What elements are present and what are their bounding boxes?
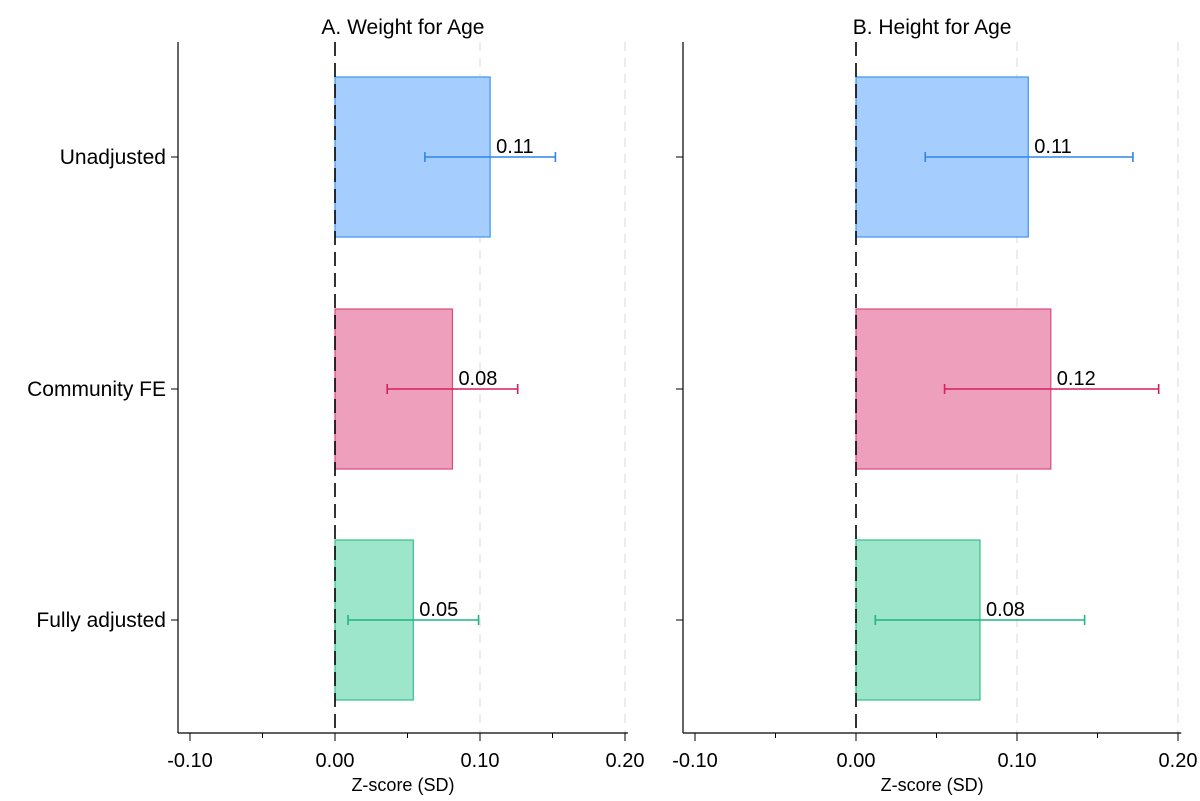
x-axis-label: Z-score (SD) [881,775,984,795]
data-label: 0.11 [496,136,533,158]
data-label: 0.11 [1034,136,1071,158]
x-axis-label: Z-score (SD) [351,775,454,795]
x-tick-label: 0.10 [461,750,500,772]
data-label: 0.08 [458,368,497,390]
panel-height-for-age: B. Height for Age 0.11 0.12 0.08 -0.10 0.00 0.… [672,16,1197,795]
x-tick-label: -0.10 [167,750,213,772]
category-label: Community FE [27,378,166,401]
category-label: Unadjusted [60,146,166,169]
x-tick-label: -0.10 [672,750,718,772]
data-label: 0.12 [1057,368,1096,390]
x-tick-label: 0.20 [606,750,645,772]
data-label: 0.05 [419,599,458,621]
x-tick-label: 0.20 [1159,750,1198,772]
panel-title: A. Weight for Age [321,16,484,39]
x-tick-label: 0.10 [998,750,1037,772]
category-label: Fully adjusted [36,609,166,632]
x-tick-label: 0.00 [316,750,355,772]
x-tick-label: 0.00 [837,750,876,772]
data-label: 0.08 [986,599,1025,621]
panel-title: B. Height for Age [853,16,1012,39]
panel-weight-for-age: A. Weight for Age 0.11 Unadjusted 0.08 Commu… [27,16,644,795]
